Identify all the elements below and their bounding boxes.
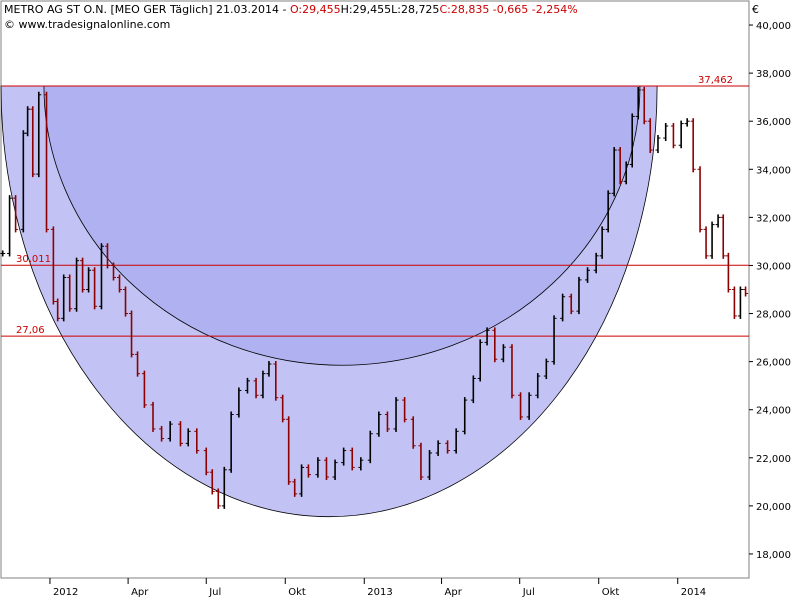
shaded-arc-2 — [43, 85, 641, 366]
y-tick-label: 40,000 — [756, 21, 791, 32]
header-symbol: METRO AG ST O.N. [MEO GER Täglich] 21.03… — [4, 3, 290, 16]
level-label-2: 30,011 — [16, 254, 51, 265]
x-tick-label: 2012 — [53, 587, 78, 598]
x-tick-label: Okt — [602, 587, 620, 598]
level-label-1: 37,462 — [698, 75, 733, 86]
x-tick-label: Jul — [208, 587, 221, 598]
level-label-3: 27,06 — [16, 325, 45, 336]
header-close-change: C:28,835 -0,665 -2,254% — [439, 3, 577, 16]
x-tick-label: Okt — [288, 587, 306, 598]
x-tick-label: Jul — [522, 587, 535, 598]
y-tick-label: 22,000 — [756, 454, 791, 465]
source-credit: © www.tradesignalonline.com — [4, 18, 170, 31]
y-tick-label: 18,000 — [756, 550, 791, 561]
header-open: O:29,455 — [290, 3, 341, 16]
x-axis: 2012 Apr Jul Okt 2013 Apr Jul Okt 2014 — [49, 578, 706, 598]
y-tick-label: 36,000 — [756, 117, 791, 128]
y-tick-label: 20,000 — [756, 502, 791, 513]
y-tick-label: 38,000 — [756, 69, 791, 80]
price-bars — [0, 86, 749, 509]
x-tick-label: 2013 — [367, 587, 392, 598]
x-tick-label: Apr — [445, 587, 463, 598]
y-axis: 18,000 20,000 22,000 24,000 26,000 28,000 30,0… — [749, 21, 791, 561]
y-tick-label: 30,000 — [756, 261, 791, 272]
x-tick-label: Apr — [131, 587, 149, 598]
chart-title: METRO AG ST O.N. [MEO GER Täglich] 21.03… — [4, 3, 578, 16]
currency-label: € — [752, 3, 759, 16]
header-high: H:29,455 — [341, 3, 391, 16]
rounding-bottom-shading — [0, 85, 658, 518]
y-tick-label: 24,000 — [756, 406, 791, 417]
y-tick-label: 32,000 — [756, 213, 791, 224]
x-tick-label: 2014 — [681, 587, 706, 598]
y-tick-label: 28,000 — [756, 310, 791, 321]
y-tick-label: 34,000 — [756, 165, 791, 176]
level-lines: 37,462 30,011 27,06 — [1, 75, 749, 337]
y-tick-label: 26,000 — [756, 358, 791, 369]
header-low: L:28,725 — [391, 3, 439, 16]
